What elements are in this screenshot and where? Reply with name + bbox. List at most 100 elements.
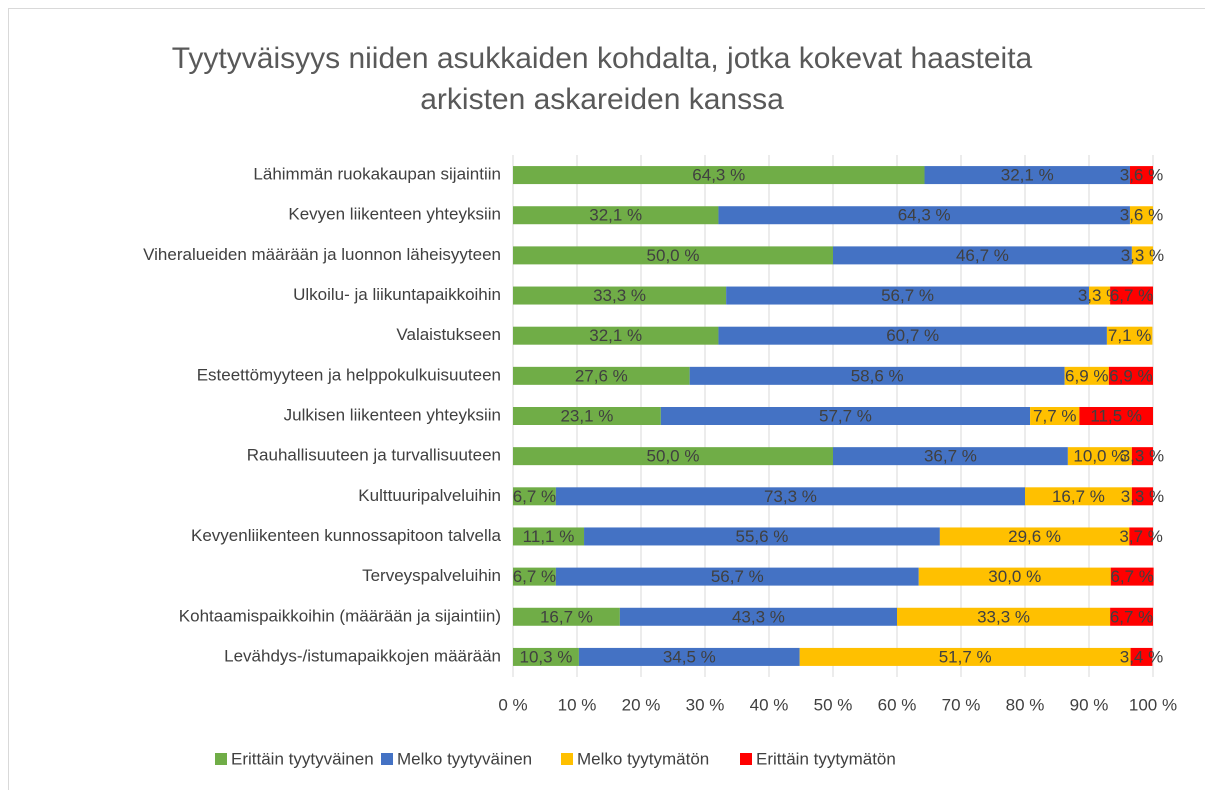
bar-segment <box>918 567 1111 586</box>
bar-segment <box>1089 286 1111 305</box>
data-label: 58,6 % <box>851 366 904 385</box>
bar-segment <box>1108 366 1153 385</box>
y-tick-label: Viheralueiden määrään ja luonnon läheisy… <box>143 245 501 264</box>
data-label: 56,7 % <box>711 567 764 586</box>
x-tick-label: 100 % <box>1129 695 1177 714</box>
bar-segment <box>689 366 1065 385</box>
y-tick-label: Esteettömyyteen ja helppokulkuisuuteen <box>197 365 501 384</box>
data-label: 50,0 % <box>647 447 700 466</box>
bar-segment <box>939 527 1130 546</box>
legend-label: Erittäin tyytymätön <box>756 749 896 768</box>
data-label: 6,7 % <box>1110 286 1153 305</box>
bar-segment <box>1110 286 1153 305</box>
data-label: 10,3 % <box>519 647 572 666</box>
data-label: 3,4 % <box>1120 647 1163 666</box>
data-label: 36,7 % <box>924 447 977 466</box>
data-label: 30,0 % <box>988 567 1041 586</box>
data-label: 29,6 % <box>1008 527 1061 546</box>
legend-swatch <box>215 753 227 765</box>
bar-segment <box>513 326 719 345</box>
y-tick-label: Terveyspalveluihin <box>362 566 501 585</box>
bar-segment <box>1131 246 1153 265</box>
bar-segment <box>1129 166 1153 185</box>
bar-segment <box>833 246 1132 265</box>
x-tick-label: 10 % <box>558 695 597 714</box>
bar-segment <box>924 166 1130 185</box>
bar-segment <box>513 607 620 626</box>
y-tick-label: Levähdys-/istumapaikkojen määrään <box>224 646 501 665</box>
data-label: 33,3 % <box>977 607 1030 626</box>
bar-segment <box>513 246 833 265</box>
data-label: 34,5 % <box>663 647 716 666</box>
x-tick-label: 40 % <box>750 695 789 714</box>
bar-segment <box>513 447 833 466</box>
data-label: 46,7 % <box>956 246 1009 265</box>
bar-segment <box>1025 487 1132 506</box>
bar-segment <box>1030 407 1080 425</box>
bar-segment <box>897 607 1111 626</box>
data-label: 11,5 % <box>1090 406 1142 425</box>
data-label: 27,6 % <box>575 366 628 385</box>
data-label: 3,3 % <box>1121 246 1164 265</box>
data-label: 57,7 % <box>819 406 872 425</box>
data-label: 6,9 % <box>1109 366 1152 385</box>
bar-segment <box>555 567 919 586</box>
data-label: 6,7 % <box>513 487 556 506</box>
legend-label: Melko tyytyväinen <box>397 749 532 768</box>
x-tick-label: 60 % <box>878 695 917 714</box>
y-tick-label: Kevyen liikenteen yhteyksiin <box>288 205 501 224</box>
bar-segment <box>1110 607 1153 626</box>
data-label: 73,3 % <box>764 487 817 506</box>
data-label: 33,3 % <box>593 286 646 305</box>
bar-segment <box>619 607 897 626</box>
bar-segment <box>1129 206 1153 225</box>
data-label: 64,3 % <box>898 206 951 225</box>
data-label: 10,0 % <box>1073 447 1126 466</box>
x-tick-label: 70 % <box>942 695 981 714</box>
data-label: 11,1 % <box>523 527 575 546</box>
bar-segment <box>1131 447 1153 466</box>
chart-border <box>8 8 1205 790</box>
bar-segment <box>513 206 719 225</box>
data-label: 6,7 % <box>1110 567 1153 586</box>
data-label: 6,9 % <box>1065 366 1108 385</box>
data-label: 50,0 % <box>647 246 700 265</box>
bar-segment <box>578 647 800 666</box>
bar-segment <box>1131 487 1153 506</box>
legend-swatch <box>740 753 752 765</box>
data-label: 32,1 % <box>1001 166 1054 185</box>
data-label: 32,1 % <box>589 326 642 345</box>
x-tick-label: 80 % <box>1006 695 1045 714</box>
bar-segment <box>555 487 1025 506</box>
x-tick-label: 50 % <box>814 695 853 714</box>
legend-swatch <box>381 753 393 765</box>
legend-label: Melko tyytymätön <box>577 749 709 768</box>
data-label: 7,7 % <box>1033 406 1076 425</box>
bar-segment <box>513 487 556 506</box>
y-tick-label: Lähimmän ruokakaupan sijaintiin <box>253 165 501 184</box>
bar-segment <box>726 286 1089 305</box>
bar-segment <box>513 567 556 586</box>
bar-segment <box>513 407 661 425</box>
bar-segment <box>1079 407 1153 425</box>
data-label: 32,1 % <box>589 206 642 225</box>
x-tick-label: 90 % <box>1070 695 1109 714</box>
data-label: 3,6 % <box>1120 206 1163 225</box>
bar-segment <box>584 527 940 546</box>
data-label: 55,6 % <box>735 527 788 546</box>
y-tick-label: Kohtaamispaikkoihin (määrään ja sijainti… <box>179 606 501 625</box>
bar-segment <box>1067 447 1132 466</box>
bar-segment <box>513 286 727 305</box>
legend-label: Erittäin tyytyväinen <box>231 749 374 768</box>
x-tick-label: 0 % <box>498 695 527 714</box>
bar-segment <box>1110 567 1154 586</box>
bar-segment <box>718 326 1107 345</box>
y-tick-label: Julkisen liikenteen yhteyksiin <box>284 405 501 424</box>
bar-segment <box>718 206 1130 225</box>
data-label: 16,7 % <box>540 607 593 626</box>
data-label: 60,7 % <box>886 326 939 345</box>
y-tick-label: Kevyenliikenteen kunnossapitoon talvella <box>191 526 502 545</box>
data-label: 23,1 % <box>560 406 613 425</box>
data-label: 6,7 % <box>1110 607 1153 626</box>
